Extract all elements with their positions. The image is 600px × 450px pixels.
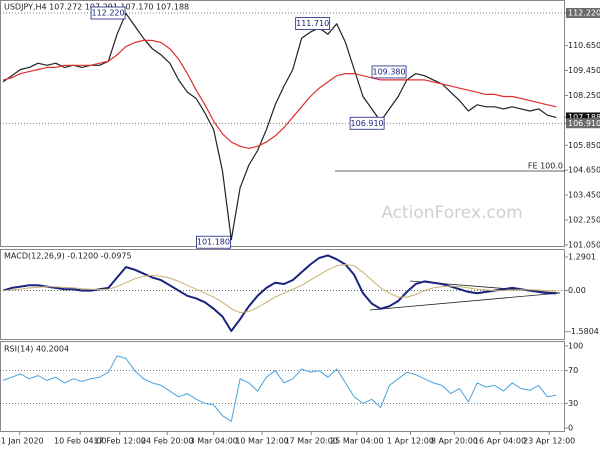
y-tick-label: 112.220 (568, 8, 600, 17)
y-tick-label: 1.2901 (568, 252, 596, 261)
y-tick-label: -1.5804 (568, 327, 599, 336)
x-tick-label: 1 Apr 12:00 (387, 437, 434, 446)
annotation-box (196, 235, 231, 249)
series-line (2, 12, 557, 241)
macd-panel (0, 249, 565, 340)
annotation-label: 111.710 (296, 19, 329, 28)
y-tick-label: 110.650 (568, 41, 600, 50)
y-tick-label: 106.910 (568, 119, 600, 128)
x-tick-label: 10 Feb 04:00 (54, 437, 106, 446)
y-tick-label: 0.00 (568, 286, 586, 295)
y-tick-label: 102.250 (568, 216, 600, 225)
annotation-label: 109.380 (373, 67, 406, 76)
y-tick-label: 108.250 (568, 91, 600, 100)
y-tick-label: 103.450 (568, 191, 600, 200)
fe-label: FE 100.0 (528, 162, 563, 171)
panel-title: MACD(12,26,9) -0.1200 -0.0975 (4, 252, 132, 261)
y-tick-label: 0 (568, 423, 573, 432)
annotation-box (371, 65, 407, 79)
x-tick-label: 17 Feb 12:00 (94, 437, 146, 446)
panel-title: RSI(14) 40.2004 (4, 345, 69, 354)
series-line (2, 264, 557, 314)
series-line (2, 39, 557, 149)
y-tick-label: 105.850 (568, 141, 600, 150)
price-label-bg (566, 118, 600, 129)
y-tick-label: 107.188 (568, 113, 600, 122)
trend-line (369, 292, 561, 311)
annotation-label: 106.910 (351, 119, 384, 128)
x-tick-label: 3 Mar 04:00 (190, 437, 238, 446)
x-tick-label: 17 Mar 20:00 (285, 437, 338, 446)
annotation-box (295, 17, 331, 30)
x-tick-label: 31 Jan 2020 (0, 437, 44, 446)
rsi-panel (0, 341, 565, 432)
series-line (2, 355, 557, 422)
x-tick-label: 24 Feb 20:00 (141, 437, 193, 446)
y-tick-label: 70 (568, 366, 578, 375)
y-tick-label: 100 (568, 342, 583, 351)
price-label-bg (566, 7, 600, 18)
annotation-box (349, 116, 385, 130)
x-tick-label: 10 Mar 12:00 (235, 437, 288, 446)
watermark: ActionForex.com (381, 203, 522, 223)
x-tick-label: 25 Mar 04:00 (330, 437, 383, 446)
price-label-bg (566, 112, 600, 123)
annotation-box (90, 6, 126, 20)
x-tick-label: 8 Apr 20:00 (431, 437, 478, 446)
y-tick-label: 30 (568, 399, 578, 408)
annotation-label: 101.180 (197, 238, 230, 247)
series-line (2, 254, 557, 332)
y-tick-label: 109.450 (568, 66, 600, 75)
y-tick-label: 101.050 (568, 240, 600, 249)
annotation-label: 112.220 (92, 8, 125, 17)
x-tick-label: 16 Apr 04:00 (474, 437, 526, 446)
x-tick-label: 23 Apr 12:00 (523, 437, 575, 446)
y-tick-label: 104.650 (568, 166, 600, 175)
